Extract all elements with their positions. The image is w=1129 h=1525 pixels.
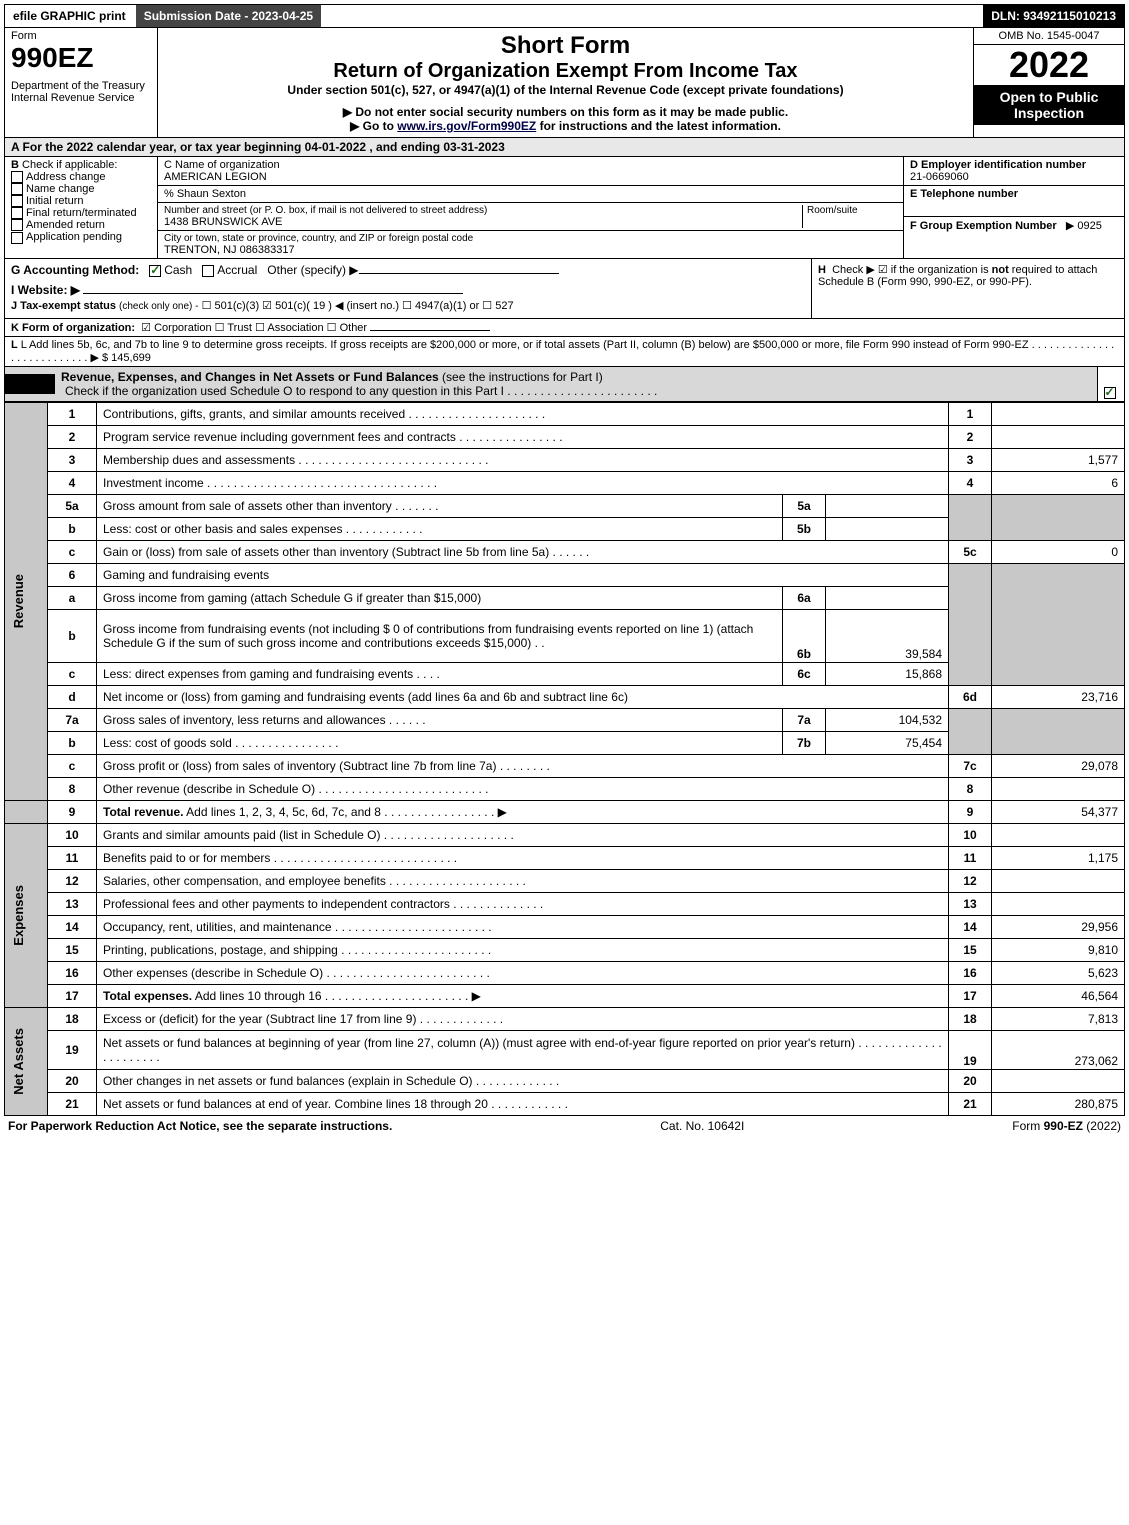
c-name-label: C Name of organization — [164, 159, 897, 171]
submission-date: Submission Date - 2023-04-25 — [134, 5, 323, 27]
street: 1438 BRUNSWICK AVE — [164, 216, 802, 228]
d-label: D Employer identification number — [910, 159, 1086, 171]
expenses-side-label: Expenses — [11, 885, 26, 946]
footer-right: Form 990-EZ (2022) — [1012, 1119, 1121, 1133]
val-17: 46,564 — [992, 985, 1125, 1008]
checkbox-pending[interactable] — [11, 232, 23, 244]
col-c: C Name of organization AMERICAN LEGION %… — [158, 157, 904, 258]
part-i-table: Revenue 1Contributions, gifts, grants, a… — [4, 402, 1125, 1116]
row-l: L L Add lines 5b, 6c, and 7b to line 9 t… — [5, 336, 1124, 366]
irs-link[interactable]: www.irs.gov/Form990EZ — [397, 119, 536, 133]
omb-number: OMB No. 1545-0047 — [974, 28, 1124, 45]
checkbox-final[interactable] — [11, 207, 23, 219]
revenue-side-label: Revenue — [11, 574, 26, 628]
ein: 21-0669060 — [910, 171, 969, 183]
val-16: 5,623 — [992, 962, 1125, 985]
val-5c: 0 — [992, 541, 1125, 564]
form-header: Form 990EZ Department of the Treasury In… — [4, 28, 1125, 138]
part-i-title: Revenue, Expenses, and Changes in Net As… — [61, 370, 439, 384]
cat-no: Cat. No. 10642I — [660, 1119, 744, 1133]
instructions-link-row: ▶ Go to www.irs.gov/Form990EZ for instru… — [164, 119, 967, 133]
val-6c: 15,868 — [826, 663, 949, 686]
val-2 — [992, 426, 1125, 449]
form-number: 990EZ — [11, 42, 151, 74]
part-i-sub: Check if the organization used Schedule … — [61, 384, 504, 398]
checkbox-cash[interactable] — [149, 265, 161, 277]
row-h: H Check ▶ ☑ if the organization is not r… — [811, 259, 1124, 318]
care-of: % Shaun Sexton — [164, 188, 897, 200]
e-label: E Telephone number — [910, 188, 1018, 200]
row-k: K Form of organization: ☑ Corporation ☐ … — [5, 318, 1124, 336]
val-4: 6 — [992, 472, 1125, 495]
val-11: 1,175 — [992, 847, 1125, 870]
inspection-badge: Open to Public Inspection — [974, 85, 1124, 125]
val-1 — [992, 403, 1125, 426]
val-21: 280,875 — [992, 1093, 1125, 1116]
city: TRENTON, NJ 086383317 — [164, 244, 897, 256]
val-7a: 104,532 — [826, 709, 949, 732]
gross-receipts: ▶ $ 145,699 — [90, 352, 150, 364]
val-6b: 39,584 — [826, 610, 949, 663]
val-9: 54,377 — [992, 801, 1125, 824]
col-b: B Check if applicable: Address change Na… — [5, 157, 158, 258]
section-bcdef: B Check if applicable: Address change Na… — [4, 157, 1125, 259]
checkbox-name[interactable] — [11, 183, 23, 195]
header-right: OMB No. 1545-0047 2022 Open to Public In… — [973, 28, 1124, 137]
subtitle: Under section 501(c), 527, or 4947(a)(1)… — [164, 83, 967, 97]
val-18: 7,813 — [992, 1008, 1125, 1031]
ssn-warning: ▶ Do not enter social security numbers o… — [164, 105, 967, 119]
room-label: Room/suite — [807, 205, 897, 216]
dln-label: DLN: 93492115010213 — [983, 5, 1124, 27]
dept-label: Department of the Treasury Internal Reve… — [11, 80, 151, 104]
form-word: Form — [11, 30, 151, 42]
col-def: D Employer identification number 21-0669… — [904, 157, 1124, 258]
title-return: Return of Organization Exempt From Incom… — [164, 60, 967, 83]
checkbox-amended[interactable] — [11, 219, 23, 231]
top-bar: efile GRAPHIC print Submission Date - 20… — [4, 4, 1125, 28]
group-exemption: ▶ 0925 — [1066, 220, 1102, 232]
tax-year: 2022 — [974, 45, 1124, 85]
val-14: 29,956 — [992, 916, 1125, 939]
efile-label[interactable]: efile GRAPHIC print — [5, 5, 134, 27]
title-short-form: Short Form — [164, 32, 967, 60]
val-7b: 75,454 — [826, 732, 949, 755]
val-6d: 23,716 — [992, 686, 1125, 709]
footer: For Paperwork Reduction Act Notice, see … — [4, 1116, 1125, 1136]
checkbox-accrual[interactable] — [202, 265, 214, 277]
row-i: I Website: ▶ — [11, 283, 805, 297]
header-center: Short Form Return of Organization Exempt… — [158, 28, 973, 137]
part-i-label: Part I — [5, 374, 55, 394]
city-label: City or town, state or province, country… — [164, 233, 897, 244]
checkbox-address[interactable] — [11, 171, 23, 183]
val-19: 273,062 — [992, 1031, 1125, 1070]
val-3: 1,577 — [992, 449, 1125, 472]
row-j: J Tax-exempt status (check only one) - ☐… — [11, 297, 805, 314]
val-8 — [992, 778, 1125, 801]
header-left: Form 990EZ Department of the Treasury In… — [5, 28, 158, 137]
checkbox-schedule-o[interactable] — [1104, 387, 1116, 399]
org-name: AMERICAN LEGION — [164, 171, 897, 183]
netassets-side-label: Net Assets — [11, 1028, 26, 1095]
footer-left: For Paperwork Reduction Act Notice, see … — [8, 1119, 392, 1133]
part-i-header: Part I Revenue, Expenses, and Changes in… — [4, 367, 1125, 402]
street-label: Number and street (or P. O. box, if mail… — [164, 205, 802, 216]
checkbox-initial[interactable] — [11, 195, 23, 207]
section-ghijkl: G Accounting Method: Cash Accrual Other … — [4, 259, 1125, 367]
val-15: 9,810 — [992, 939, 1125, 962]
f-label: F Group Exemption Number — [910, 220, 1057, 232]
row-g: G Accounting Method: Cash Accrual Other … — [11, 263, 805, 277]
val-7c: 29,078 — [992, 755, 1125, 778]
line-a: A For the 2022 calendar year, or tax yea… — [4, 138, 1125, 157]
